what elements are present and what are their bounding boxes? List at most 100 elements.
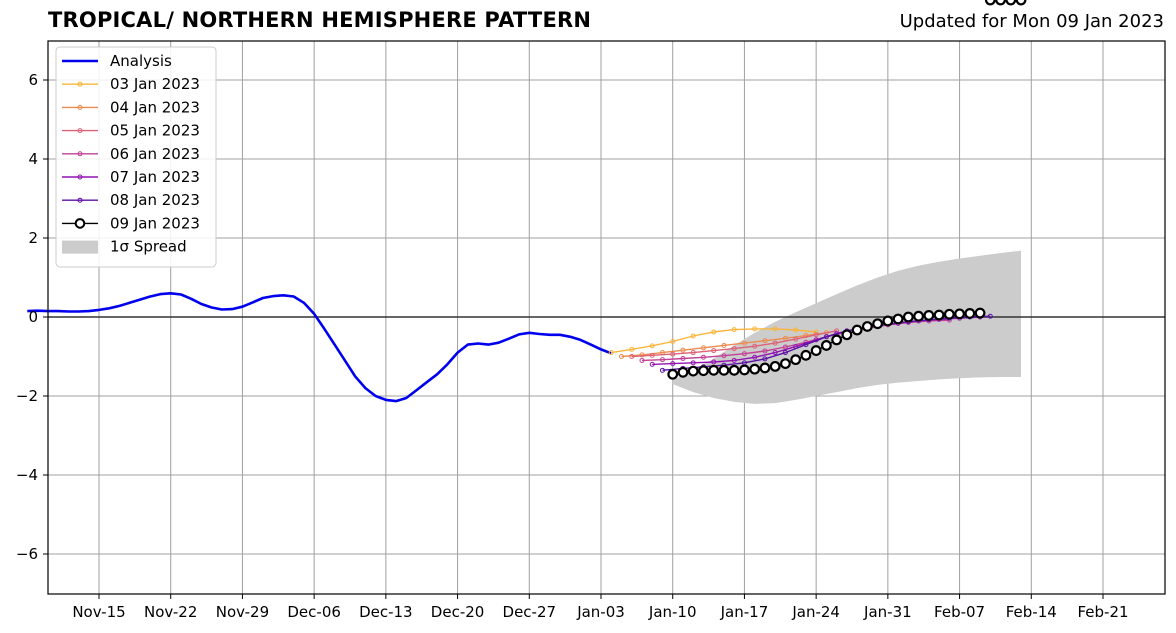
legend-marker xyxy=(77,151,83,157)
forecast-point xyxy=(772,340,778,346)
spread-band-area xyxy=(672,250,1021,404)
x-tick-label: Nov-22 xyxy=(144,603,197,621)
legend-box xyxy=(55,46,217,268)
current-forecast-point xyxy=(698,365,709,377)
forecast-series-04-jan-2023 xyxy=(618,330,829,359)
current-forecast-point xyxy=(780,358,791,370)
x-tick-label: Jan-10 xyxy=(648,603,697,621)
legend-label: 1σ Spread xyxy=(110,238,187,256)
forecast-point xyxy=(823,334,829,340)
x-tick-label: Jan-31 xyxy=(863,603,912,621)
current-forecast-point xyxy=(749,363,761,375)
y-tick-label: 2 xyxy=(28,229,38,247)
current-forecast-point xyxy=(861,321,873,332)
y-tick-label: 6 xyxy=(28,71,38,89)
legend-item: 03 Jan 2023 xyxy=(62,75,200,93)
forecast-point xyxy=(690,333,696,339)
forecast-point xyxy=(772,350,778,356)
current-forecast-point xyxy=(708,364,720,376)
current-forecast-point xyxy=(913,310,924,322)
forecast-point xyxy=(629,354,635,359)
current-forecast-point xyxy=(831,334,843,346)
y-tick-label: 4 xyxy=(28,150,38,168)
legend-label: 09 Jan 2023 xyxy=(110,214,200,232)
forecast-point xyxy=(649,343,655,349)
forecast-point xyxy=(762,348,768,354)
forecast-point xyxy=(711,348,717,354)
forecast-point xyxy=(639,357,645,363)
current-forecast-point xyxy=(882,315,894,327)
current-forecast-point xyxy=(820,340,832,351)
current-forecast-point xyxy=(943,308,955,320)
legend-marker xyxy=(77,197,83,203)
x-tick-label: Jan-17 xyxy=(720,603,769,621)
legend-item: 06 Jan 2023 xyxy=(62,145,200,163)
current-forecast-point xyxy=(1015,0,1027,6)
forecast-point xyxy=(711,359,717,365)
current-forecast-point xyxy=(800,349,812,361)
forecast-point xyxy=(741,340,747,346)
y-tick-label: −4 xyxy=(16,466,38,484)
forecast-point xyxy=(711,329,717,335)
current-forecast-point xyxy=(954,308,965,320)
x-tick-label: Jan-03 xyxy=(576,603,625,621)
forecast-point xyxy=(721,342,727,348)
forecast-line xyxy=(621,332,827,358)
forecast-point xyxy=(649,352,655,358)
forecast-point xyxy=(659,357,665,363)
current-forecast-point xyxy=(1005,0,1017,6)
legend-swatch xyxy=(62,240,98,254)
current-forecast-point xyxy=(892,313,904,325)
spread-band xyxy=(672,250,1021,404)
forecast-point xyxy=(803,342,809,348)
forecast-point xyxy=(670,361,676,367)
forecast-point xyxy=(752,354,758,360)
forecast-point xyxy=(731,357,737,363)
current-forecast-point xyxy=(718,364,730,376)
x-tick-label: Dec-06 xyxy=(287,603,341,621)
legend-marker xyxy=(77,81,83,87)
current-forecast-point xyxy=(739,364,750,376)
forecast-point xyxy=(618,354,624,359)
current-forecast-point xyxy=(728,364,740,376)
chart-title: TROPICAL/ NORTHERN HEMISPHERE PATTERN xyxy=(48,8,592,32)
x-tick-label: Dec-27 xyxy=(503,603,557,621)
forecast-point xyxy=(793,336,799,342)
current-forecast-point xyxy=(984,0,996,6)
legend-marker xyxy=(77,174,83,180)
legend-label: 08 Jan 2023 xyxy=(110,191,200,209)
forecast-point xyxy=(752,343,758,349)
legend-item: Analysis xyxy=(62,52,172,70)
current-forecast-point xyxy=(923,310,935,321)
forecast-point xyxy=(639,352,645,358)
forecast-point xyxy=(741,351,747,357)
legend-item: 04 Jan 2023 xyxy=(62,98,200,116)
forecast-point xyxy=(834,328,840,334)
current-forecast-point xyxy=(974,307,986,319)
forecast-point xyxy=(700,345,706,351)
current-forecast-point xyxy=(902,311,914,323)
forecast-point xyxy=(721,353,727,359)
forecast-line xyxy=(631,330,837,358)
x-tick-label: Feb-14 xyxy=(1006,603,1057,621)
current-forecast-point xyxy=(933,309,945,321)
y-tick-label: 0 xyxy=(28,308,38,326)
forecast-point xyxy=(782,350,788,356)
legend-item: 1σ Spread xyxy=(62,238,187,256)
forecast-line xyxy=(662,315,991,371)
forecast-point xyxy=(793,327,799,333)
current-forecast-point xyxy=(790,354,802,366)
forecast-point xyxy=(670,351,676,357)
x-tick-label: Nov-15 xyxy=(72,603,125,621)
legend-label: Analysis xyxy=(110,52,172,70)
x-tick-label: Feb-07 xyxy=(934,603,985,621)
analysis-line xyxy=(27,291,612,403)
legend-marker xyxy=(77,128,83,134)
current-forecast-point xyxy=(687,365,699,377)
x-tick-label: Nov-29 xyxy=(216,603,269,621)
axes: Nov-15 Nov-22 Nov-29 Dec-06 Dec-13 Dec-20 Dec-… xyxy=(16,40,1166,621)
legend-label: 06 Jan 2023 xyxy=(110,145,200,163)
legend-label: 03 Jan 2023 xyxy=(110,75,200,93)
current-forecast-point xyxy=(667,368,679,380)
legend-label: 07 Jan 2023 xyxy=(110,168,200,186)
